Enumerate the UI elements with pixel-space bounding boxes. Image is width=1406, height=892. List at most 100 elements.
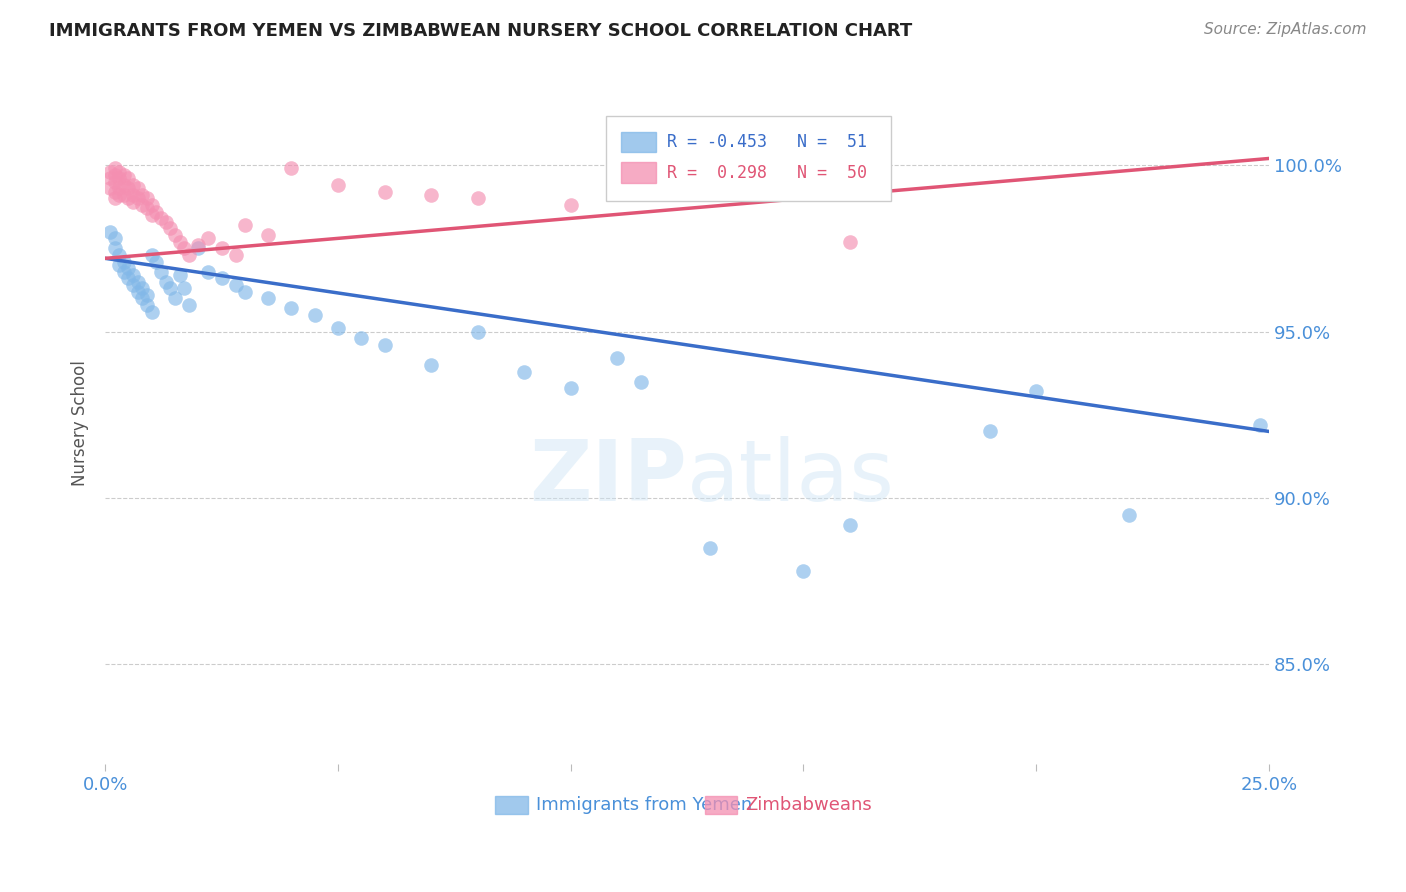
Point [108,165,131,179]
Point [1249,417,1271,432]
Point [420,188,443,202]
Point [136,288,159,302]
Point [103,175,125,189]
Point [187,241,209,255]
Point [117,261,139,276]
Point [792,564,814,578]
Point [257,227,280,242]
Text: IMMIGRANTS FROM YEMEN VS ZIMBABWEAN NURSERY SCHOOL CORRELATION CHART: IMMIGRANTS FROM YEMEN VS ZIMBABWEAN NURS… [49,22,912,40]
Text: atlas: atlas [688,436,896,519]
Point [839,235,862,249]
Point [211,271,233,285]
Point [630,375,652,389]
Point [560,198,582,212]
Text: Immigrants from Yemen: Immigrants from Yemen [536,797,752,814]
Point [177,298,200,312]
Point [233,285,256,299]
Point [197,231,219,245]
Point [131,188,153,202]
Point [257,291,280,305]
Point [122,188,145,202]
Point [108,188,131,202]
Point [173,241,195,255]
Point [98,171,121,186]
Point [211,241,233,255]
Point [117,191,139,205]
Text: ZIP: ZIP [529,436,688,519]
Point [467,325,489,339]
Point [112,178,135,193]
Point [122,194,145,209]
Point [159,281,181,295]
Point [177,248,200,262]
Point [979,425,1001,439]
Text: R = -0.453   N =  51: R = -0.453 N = 51 [668,133,868,151]
Point [141,208,163,222]
Point [150,265,173,279]
Point [131,281,153,295]
Point [145,204,167,219]
Point [606,351,628,366]
Point [122,178,145,193]
Point [280,301,302,316]
Point [467,191,489,205]
Point [117,171,139,186]
Point [326,321,349,335]
Point [108,248,131,262]
Point [1118,508,1140,522]
Point [122,268,145,282]
Point [163,291,186,305]
Point [326,178,349,193]
Point [136,191,159,205]
Point [141,248,163,262]
Text: R =  0.298   N =  50: R = 0.298 N = 50 [668,163,868,182]
Point [225,277,247,292]
Point [159,221,181,235]
Point [839,517,862,532]
Point [98,165,121,179]
Point [150,211,173,226]
Point [122,277,145,292]
Point [136,202,159,216]
Point [127,191,149,205]
Point [304,308,326,322]
Point [103,241,125,255]
Point [560,381,582,395]
Text: Zimbabweans: Zimbabweans [745,797,872,814]
Bar [620,162,655,183]
Text: Source: ZipAtlas.com: Source: ZipAtlas.com [1204,22,1367,37]
Point [145,254,167,268]
Bar [620,132,655,153]
Point [155,215,177,229]
Point [98,225,121,239]
Point [98,181,121,195]
Point [420,358,443,372]
Point [699,541,721,555]
Point [350,331,373,345]
Point [127,285,149,299]
Point [112,265,135,279]
Point [112,188,135,202]
Point [280,161,302,176]
Point [103,191,125,205]
Point [373,185,395,199]
Bar [495,797,527,814]
Point [112,168,135,182]
Point [141,304,163,318]
Y-axis label: Nursery School: Nursery School [72,360,89,486]
Point [127,275,149,289]
Point [108,181,131,195]
Point [108,171,131,186]
Point [1025,384,1047,399]
Point [103,168,125,182]
Point [373,338,395,352]
Point [127,181,149,195]
Point [103,161,125,176]
Point [169,235,191,249]
Point [136,298,159,312]
Point [513,365,536,379]
Bar [704,797,737,814]
Point [103,231,125,245]
FancyBboxPatch shape [606,116,891,202]
Point [233,218,256,232]
